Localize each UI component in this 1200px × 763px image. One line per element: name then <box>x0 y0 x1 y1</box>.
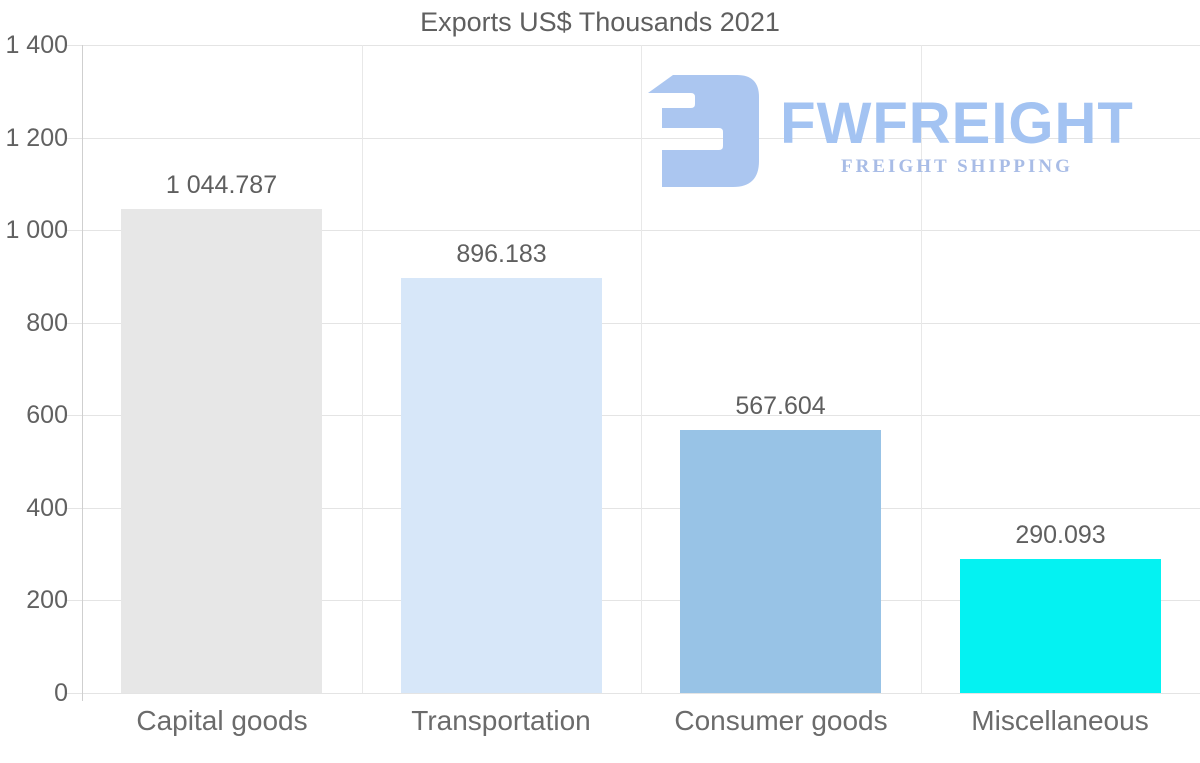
x-category-label: Consumer goods <box>674 705 888 736</box>
bar-value-label: 1 044.787 <box>165 171 278 199</box>
gridline <box>65 323 1200 324</box>
gridline <box>65 230 1200 231</box>
bar-miscellaneous: 290.093 <box>960 521 1161 693</box>
y-tick-label: 600 <box>26 401 68 429</box>
fwfreight-logo-mark-icon <box>648 75 759 187</box>
y-tick-label: 400 <box>26 494 68 522</box>
y-tick-label: 1 000 <box>5 216 68 244</box>
y-tick-label: 0 <box>54 679 68 707</box>
category-separator <box>921 45 922 693</box>
gridline <box>65 45 1200 46</box>
category-separator <box>641 45 642 693</box>
y-tick-label: 1 400 <box>5 31 68 59</box>
bar-capital-goods: 1 044.787 <box>121 171 322 693</box>
chart-title: Exports US$ Thousands 2021 <box>420 7 780 37</box>
y-tick-label: 1 200 <box>5 124 68 152</box>
y-tick-label: 800 <box>26 309 68 337</box>
fwfreight-wordmark: FWFREIGHT <box>780 91 1134 156</box>
gridline <box>65 508 1200 509</box>
category-separator <box>362 45 363 693</box>
bar-value-label: 896.183 <box>456 240 547 268</box>
fwfreight-logo: FWFREIGHT FREIGHT SHIPPING <box>645 68 1145 188</box>
y-tick-label: 200 <box>26 586 68 614</box>
y-axis-line <box>82 45 83 701</box>
bar-value-label: 567.604 <box>735 392 826 420</box>
bar-value-label: 290.093 <box>1015 521 1106 549</box>
fwfreight-tagline: FREIGHT SHIPPING <box>841 156 1073 177</box>
bar-consumer-goods: 567.604 <box>680 392 881 693</box>
x-category-label: Capital goods <box>136 705 308 736</box>
gridline <box>65 138 1200 139</box>
gridline <box>65 600 1200 601</box>
gridline <box>65 415 1200 416</box>
x-category-label: Miscellaneous <box>971 705 1149 736</box>
x-category-label: Transportation <box>411 705 591 736</box>
bar-transportation: 896.183 <box>401 240 602 693</box>
gridline <box>65 693 1200 694</box>
